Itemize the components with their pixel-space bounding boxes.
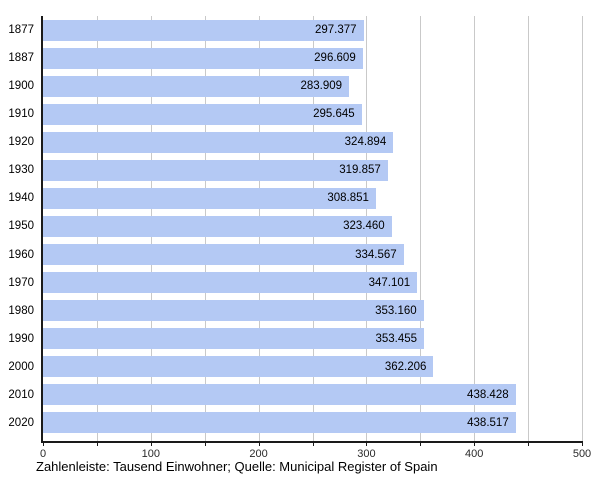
value-label: 295.645 [313, 108, 355, 121]
bar-row: 1910 295.645 [8, 100, 582, 128]
value-label: 362.206 [384, 360, 427, 373]
bar-row: 1940 308.851 [8, 184, 582, 212]
x-axis-label-0: 0 [39, 448, 47, 460]
bar-row: 1960 334.567 [8, 241, 582, 269]
plot-area: 1877 297.377 1887 296.609 1900 283.909 1910 295… [8, 16, 591, 460]
value-label: 334.567 [355, 248, 397, 261]
bar: 353.455 [43, 328, 425, 350]
bar-row: 1950 323.460 [8, 212, 582, 240]
category-label: 1970 [8, 276, 34, 289]
bar: 319.857 [43, 159, 388, 181]
value-label: 297.377 [314, 24, 357, 37]
bar: 296.609 [43, 47, 363, 69]
bar-row: 1930 319.857 [8, 156, 582, 184]
value-label: 308.851 [327, 192, 369, 205]
bar: 334.567 [43, 244, 404, 266]
gridline-500 [582, 16, 583, 441]
bar-rows: 1877 297.377 1887 296.609 1900 283.909 1910 295… [8, 16, 582, 437]
value-label: 438.428 [467, 388, 509, 401]
x-axis-tick-50 [96, 441, 98, 446]
category-label: 1920 [8, 136, 34, 149]
bar: 347.101 [43, 272, 418, 294]
x-axis-label-300: 300 [357, 448, 376, 460]
bar: 308.851 [43, 187, 376, 209]
x-axis-label-400: 400 [465, 448, 484, 460]
category-label: 1960 [8, 248, 34, 261]
bar-row: 2000 362.206 [8, 353, 582, 381]
value-label: 324.894 [344, 136, 387, 149]
bar: 362.206 [43, 356, 434, 378]
category-label: 2020 [8, 416, 34, 429]
category-label: 1900 [8, 80, 34, 93]
x-axis-tick-300 [366, 441, 368, 446]
x-axis-tick-450 [528, 441, 530, 446]
bar-row: 1877 297.377 [8, 16, 582, 44]
x-axis-label-100: 100 [141, 448, 160, 460]
category-label: 1887 [8, 52, 34, 65]
category-label: 1877 [8, 24, 34, 37]
x-axis-label-500: 500 [572, 448, 592, 460]
x-axis-tick-350 [420, 441, 422, 446]
category-label: 1940 [8, 192, 34, 205]
gridline-450 [528, 16, 530, 441]
bar: 295.645 [43, 103, 362, 125]
bar-row: 2020 438.517 [8, 409, 582, 437]
bar-row: 1990 353.455 [8, 325, 582, 353]
value-label: 323.460 [343, 220, 385, 233]
x-axis-tick-400 [474, 441, 476, 446]
bar-row: 1980 353.160 [8, 297, 582, 325]
category-label: 1990 [8, 332, 34, 345]
bar-row: 1900 283.909 [8, 72, 582, 100]
bar: 438.428 [43, 384, 516, 406]
category-label: 1980 [8, 304, 34, 317]
x-axis-tick-200 [258, 441, 260, 446]
gridline-400 [474, 16, 476, 441]
value-label: 347.101 [368, 276, 411, 289]
category-label: 1930 [8, 164, 34, 177]
value-label: 319.857 [339, 164, 381, 177]
value-label: 438.517 [467, 416, 509, 429]
chart-caption: Zahlenleiste: Tausend Einwohner; Quelle:… [36, 459, 438, 474]
bar: 324.894 [43, 131, 394, 153]
x-axis-tick-100 [150, 441, 152, 446]
value-label: 296.609 [314, 52, 356, 65]
bar: 438.517 [43, 412, 516, 434]
x-axis-tick-150 [204, 441, 206, 446]
value-label: 283.909 [300, 80, 343, 93]
x-axis-label-200: 200 [249, 448, 268, 460]
category-label: 2010 [8, 388, 34, 401]
gridline-350 [420, 16, 422, 441]
category-label: 1950 [8, 220, 34, 233]
bar: 283.909 [43, 75, 350, 97]
bar-row: 1970 347.101 [8, 269, 582, 297]
bar: 323.460 [43, 215, 392, 237]
bar: 353.160 [43, 300, 424, 322]
x-axis-tick-0 [43, 441, 44, 446]
bar: 297.377 [43, 19, 364, 41]
category-label: 2000 [8, 360, 34, 373]
bar-row: 2010 438.428 [8, 381, 582, 409]
value-label: 353.160 [375, 304, 417, 317]
x-axis-tick-500 [582, 441, 583, 446]
bar-row: 1920 324.894 [8, 128, 582, 156]
category-label: 1910 [8, 108, 34, 121]
value-label: 353.455 [375, 332, 418, 345]
x-axis-tick-250 [312, 441, 314, 446]
bar-row: 1887 296.609 [8, 44, 582, 72]
